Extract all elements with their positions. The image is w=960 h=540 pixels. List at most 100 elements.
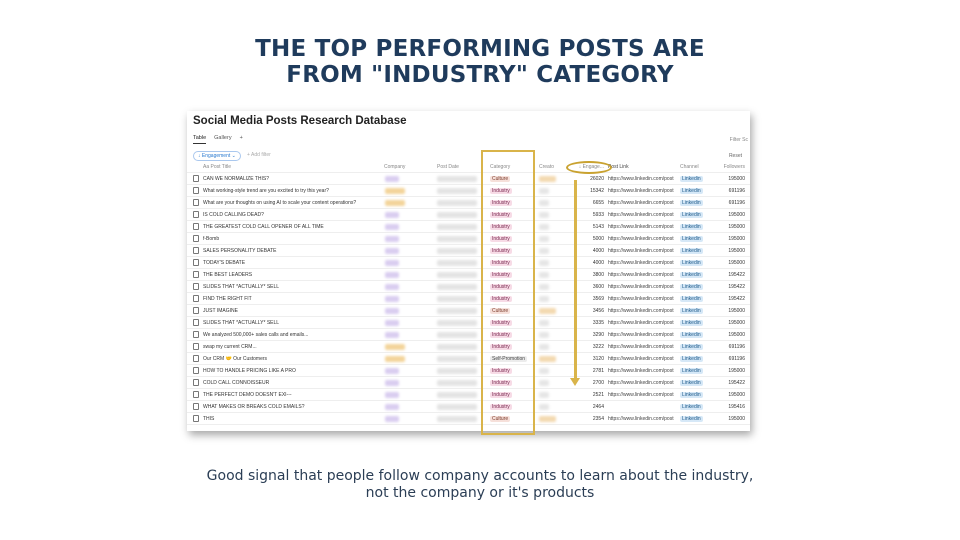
post-title[interactable]: IS COLD CALLING DEAD? [203, 212, 264, 218]
table-row[interactable]: COLD CALL CONNOISSEUR Industry 2700 http… [187, 377, 750, 389]
post-title[interactable]: THE GREATEST COLD CALL OPENER OF ALL TIM… [203, 224, 324, 230]
add-view-button[interactable]: + [239, 135, 243, 141]
arrowhead-icon [570, 378, 580, 386]
post-link[interactable]: https://www.linkedin.com/post [608, 356, 674, 362]
date-cell-redacted [437, 416, 477, 422]
table-row[interactable]: JUST IMAGINE Culture 3456 https://www.li… [187, 305, 750, 317]
category-tag: Industry [490, 404, 512, 410]
page-icon [193, 223, 199, 230]
engagement-value: 4000 [592, 260, 604, 266]
table-row[interactable]: TODAY'S DEBATE Industry 4000 https://www… [187, 257, 750, 269]
post-link[interactable]: https://www.linkedin.com/post [608, 284, 674, 290]
col-channel[interactable]: Channel [680, 164, 699, 170]
reset-button[interactable]: Reset [728, 153, 742, 159]
post-title[interactable]: What working-style trend are you excited… [203, 188, 329, 194]
channel-tag: Linkedin [680, 332, 703, 338]
table-row[interactable]: SLIDES THAT *ACTUALLY* SELL Industry 360… [187, 281, 750, 293]
post-link[interactable]: https://www.linkedin.com/post [608, 308, 674, 314]
post-link[interactable]: https://www.linkedin.com/post [608, 392, 674, 398]
post-link[interactable]: https://www.linkedin.com/post [608, 236, 674, 242]
followers-value: 691196 [728, 356, 745, 362]
table-row[interactable]: f-Bomb Industry 5000 https://www.linkedi… [187, 233, 750, 245]
table-row[interactable]: THE GREATEST COLD CALL OPENER OF ALL TIM… [187, 221, 750, 233]
table-row[interactable]: THE BEST LEADERS Industry 3800 https://w… [187, 269, 750, 281]
post-title[interactable]: THE PERFECT DEMO DOESN'T EXI--- [203, 392, 292, 398]
creator-cell-redacted [539, 212, 549, 218]
filter-sort-controls[interactable]: Filter Sc [729, 137, 748, 143]
post-title[interactable]: THE BEST LEADERS [203, 272, 253, 278]
post-title[interactable]: COLD CALL CONNOISSEUR [203, 380, 270, 386]
table-row[interactable]: CAN WE NORMALIZE THIS? Culture 26020 htt… [187, 173, 750, 185]
table-row[interactable]: HOW TO HANDLE PRICING LIKE A PRO Industr… [187, 365, 750, 377]
post-link[interactable]: https://www.linkedin.com/post [608, 416, 674, 422]
company-cell-redacted [385, 344, 405, 350]
col-post-title[interactable]: Aa Post Title [203, 164, 232, 170]
add-filter-button[interactable]: + Add filter [247, 152, 271, 158]
page-icon [193, 211, 199, 218]
date-cell-redacted [437, 380, 477, 386]
post-link[interactable]: https://www.linkedin.com/post [608, 224, 674, 230]
post-title[interactable]: TODAY'S DEBATE [203, 260, 246, 266]
followers-value: 691196 [728, 200, 745, 206]
post-title[interactable]: SALES PERSONALITY DEBATE [203, 248, 277, 254]
post-link[interactable]: https://www.linkedin.com/post [608, 332, 674, 338]
post-link[interactable]: https://www.linkedin.com/post [608, 296, 674, 302]
company-cell-redacted [385, 296, 399, 302]
post-link[interactable]: https://www.linkedin.com/post [608, 188, 674, 194]
table-row[interactable]: FIND THE RIGHT FIT Industry 3569 https:/… [187, 293, 750, 305]
category-tag: Industry [490, 200, 512, 206]
engagement-value: 3600 [592, 284, 604, 290]
post-link[interactable]: https://www.linkedin.com/post [608, 320, 674, 326]
company-cell-redacted [385, 308, 399, 314]
post-title[interactable]: Our CRM 🤝 Our Customers [203, 356, 268, 362]
table-row[interactable]: THIS Culture 2354 https://www.linkedin.c… [187, 413, 750, 425]
col-followers[interactable]: Followers [723, 164, 745, 170]
post-link[interactable]: https://www.linkedin.com/post [608, 176, 674, 182]
table-row[interactable]: SLIDES THAT *ACTUALLY* SELL Industry 333… [187, 317, 750, 329]
col-post-date[interactable]: Post Date [437, 164, 459, 170]
post-title[interactable]: THIS [203, 416, 215, 422]
tab-table[interactable]: Table [193, 135, 207, 144]
post-link[interactable]: https://www.linkedin.com/post [608, 248, 674, 254]
post-title[interactable]: What are your thoughts on using AI to sc… [203, 200, 357, 206]
creator-cell-redacted [539, 296, 549, 302]
post-title[interactable]: WHAT MAKES OR BREAKS COLD EMAILS? [203, 404, 305, 410]
table-row[interactable]: WHAT MAKES OR BREAKS COLD EMAILS? Indust… [187, 401, 750, 413]
table-row[interactable]: swap my current CRM... Industry 3222 htt… [187, 341, 750, 353]
company-cell-redacted [385, 176, 399, 182]
post-title[interactable]: CAN WE NORMALIZE THIS? [203, 176, 270, 182]
post-link[interactable]: https://www.linkedin.com/post [608, 272, 674, 278]
table-row[interactable]: SALES PERSONALITY DEBATE Industry 4000 h… [187, 245, 750, 257]
page-icon [193, 295, 199, 302]
post-link[interactable]: https://www.linkedin.com/post [608, 344, 674, 350]
post-title[interactable]: JUST IMAGINE [203, 308, 238, 314]
table-row[interactable]: IS COLD CALLING DEAD? Industry 5933 http… [187, 209, 750, 221]
post-link[interactable]: https://www.linkedin.com/post [608, 212, 674, 218]
table-row[interactable]: What working-style trend are you excited… [187, 185, 750, 197]
tab-gallery[interactable]: Gallery [214, 135, 232, 141]
post-title[interactable]: We analyzed 500,000+ sales calls and ema… [203, 332, 309, 338]
date-cell-redacted [437, 344, 477, 350]
table-row[interactable]: Our CRM 🤝 Our Customers Self-Promotion 3… [187, 353, 750, 365]
post-title[interactable]: f-Bomb [203, 236, 220, 242]
company-cell-redacted [385, 332, 399, 338]
post-link[interactable]: https://www.linkedin.com/post [608, 260, 674, 266]
post-link[interactable]: https://www.linkedin.com/post [608, 368, 674, 374]
col-category[interactable]: Category [490, 164, 511, 170]
post-title[interactable]: SLIDES THAT *ACTUALLY* SELL [203, 320, 280, 326]
channel-tag: Linkedin [680, 272, 703, 278]
post-title[interactable]: HOW TO HANDLE PRICING LIKE A PRO [203, 368, 296, 374]
post-title[interactable]: FIND THE RIGHT FIT [203, 296, 252, 302]
col-company[interactable]: Company [384, 164, 406, 170]
col-post-link[interactable]: Post Link [608, 164, 629, 170]
post-title[interactable]: SLIDES THAT *ACTUALLY* SELL [203, 284, 280, 290]
post-link[interactable]: https://www.linkedin.com/post [608, 380, 674, 386]
table-row[interactable]: THE PERFECT DEMO DOESN'T EXI--- Industry… [187, 389, 750, 401]
engagement-sort-chip[interactable]: ↓ Engagement ⌄ [193, 151, 241, 161]
col-creator[interactable]: Creato [539, 164, 555, 170]
table-row[interactable]: What are your thoughts on using AI to sc… [187, 197, 750, 209]
post-title[interactable]: swap my current CRM... [203, 344, 257, 350]
company-cell-redacted [385, 248, 399, 254]
table-row[interactable]: We analyzed 500,000+ sales calls and ema… [187, 329, 750, 341]
post-link[interactable]: https://www.linkedin.com/post [608, 200, 674, 206]
